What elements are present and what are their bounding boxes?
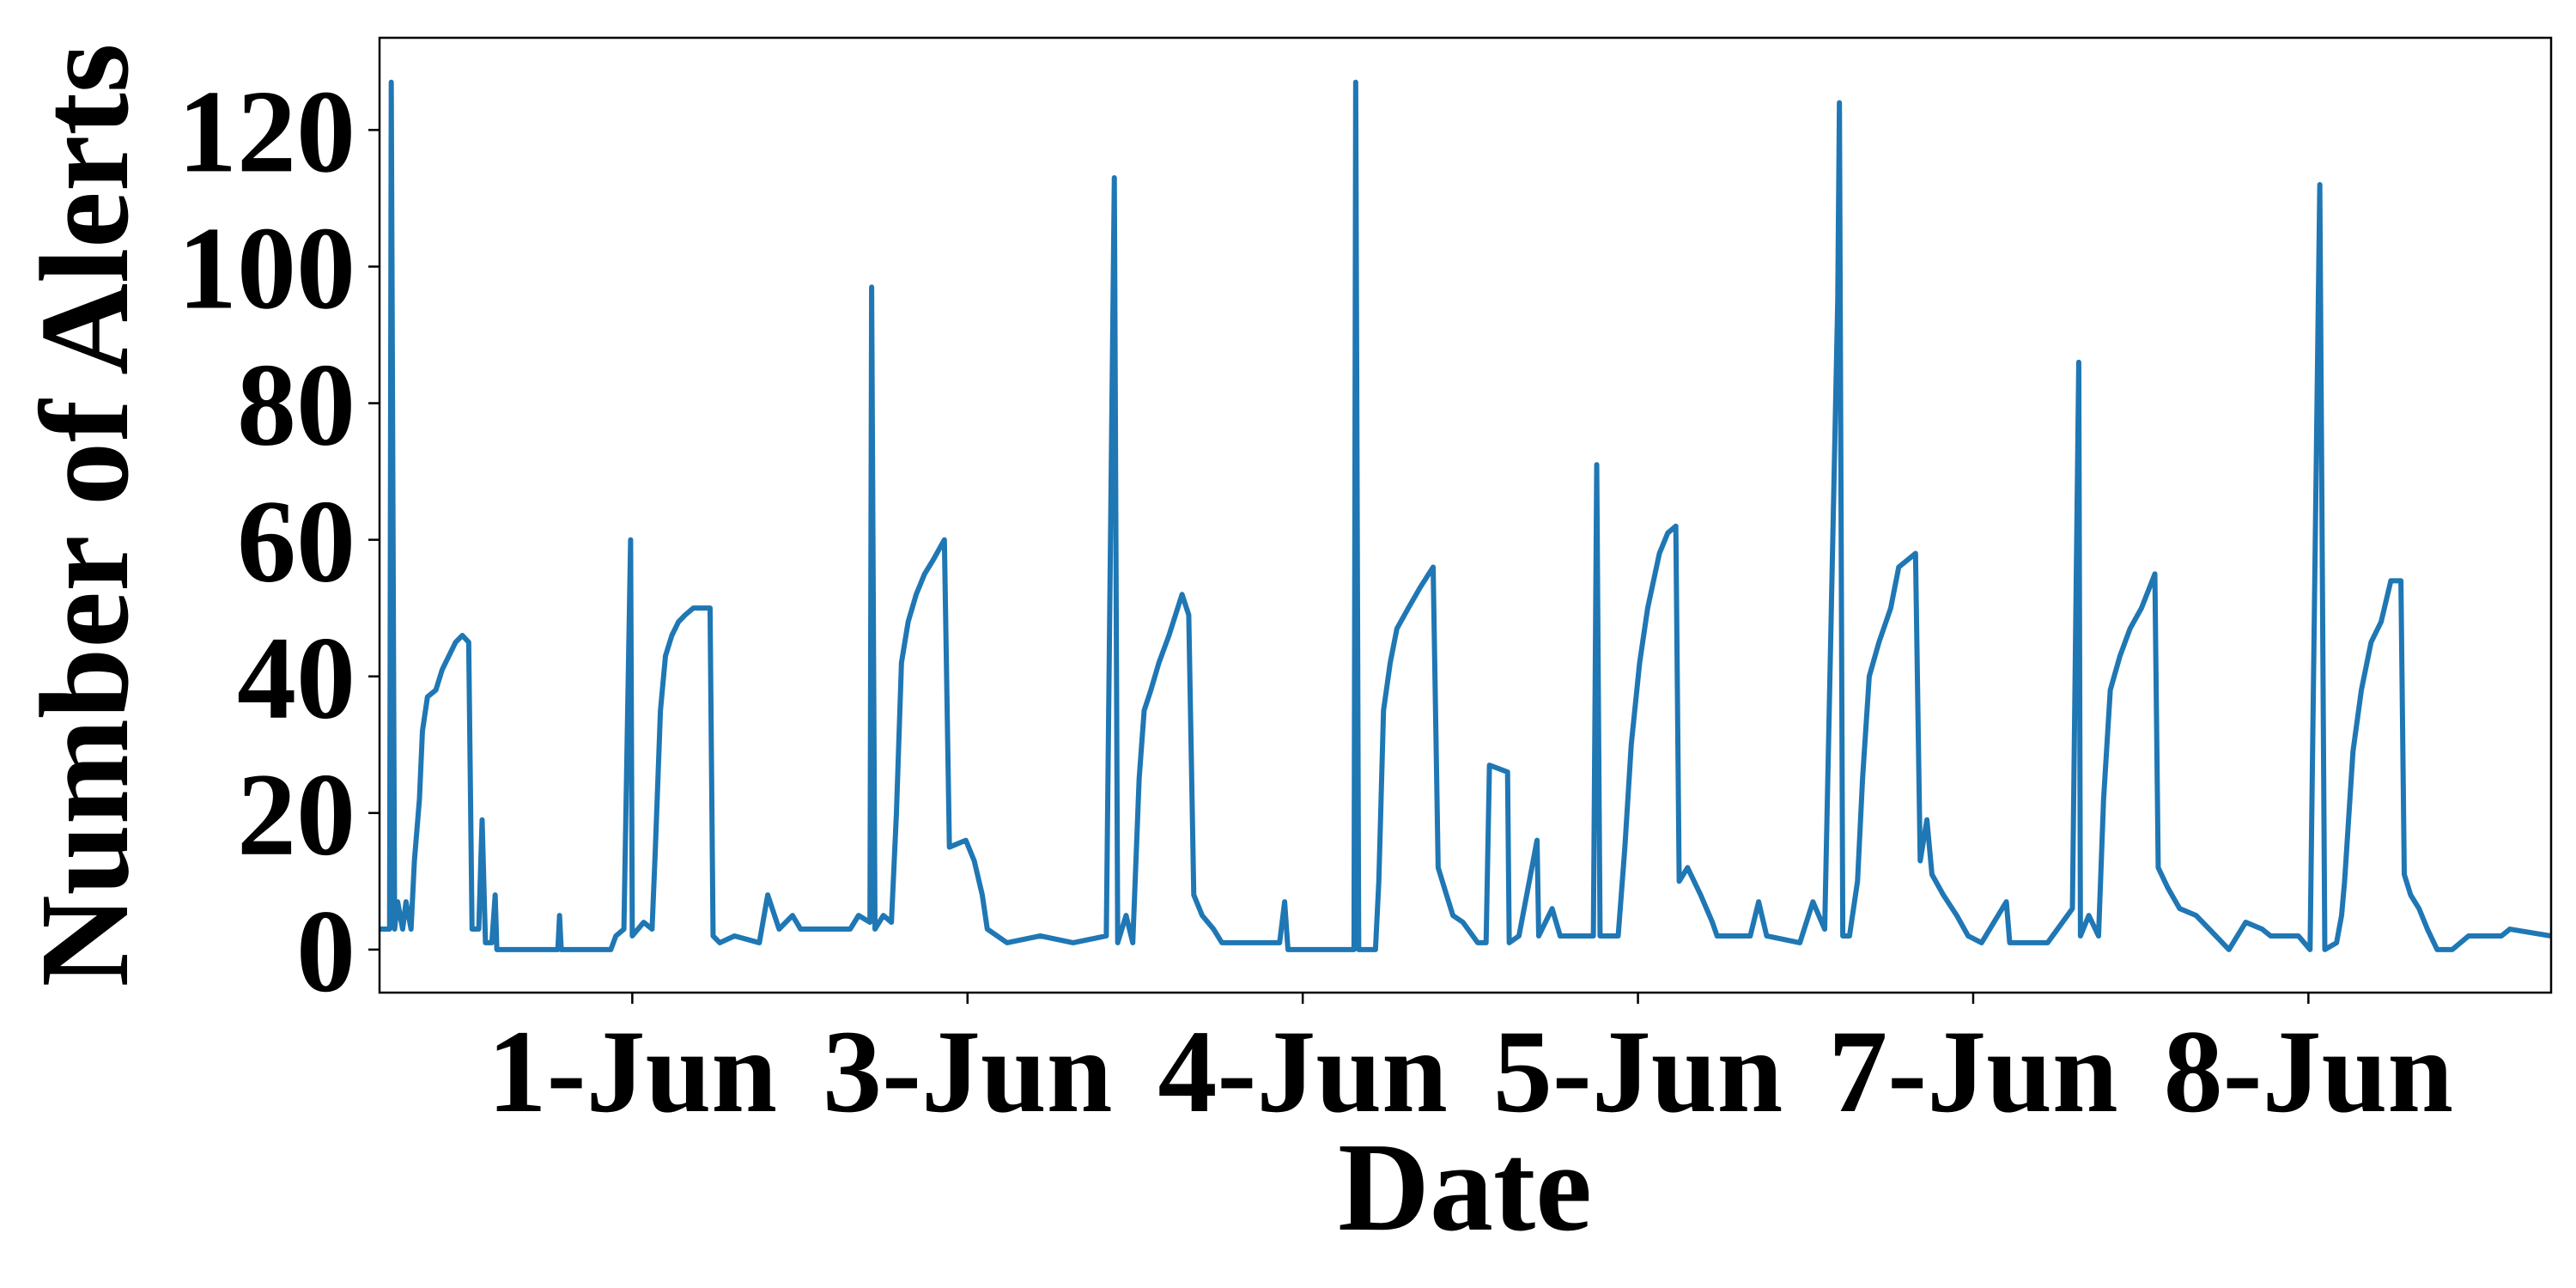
y-axis-label: Number of Alerts xyxy=(15,44,155,987)
y-tick-label: 0 xyxy=(296,885,355,1017)
y-tick-label: 20 xyxy=(237,749,355,880)
y-tick-label: 100 xyxy=(178,202,355,333)
y-tick-label: 60 xyxy=(237,476,355,607)
x-tick-label: 1-Jun xyxy=(488,1005,777,1137)
y-tick-label: 40 xyxy=(237,612,355,744)
x-axis-label: Date xyxy=(1338,1117,1592,1258)
data-line xyxy=(380,79,2551,952)
x-tick-label: 4-Jun xyxy=(1157,1005,1447,1137)
x-tick-label: 8-Jun xyxy=(2164,1005,2453,1137)
y-tick-label: 120 xyxy=(178,65,355,197)
x-tick-label: 5-Jun xyxy=(1493,1005,1783,1137)
y-tick-label: 80 xyxy=(237,339,355,471)
plot-frame xyxy=(378,36,2553,994)
x-tick-label: 7-Jun xyxy=(1828,1005,2117,1137)
x-tick-label: 3-Jun xyxy=(823,1005,1112,1137)
